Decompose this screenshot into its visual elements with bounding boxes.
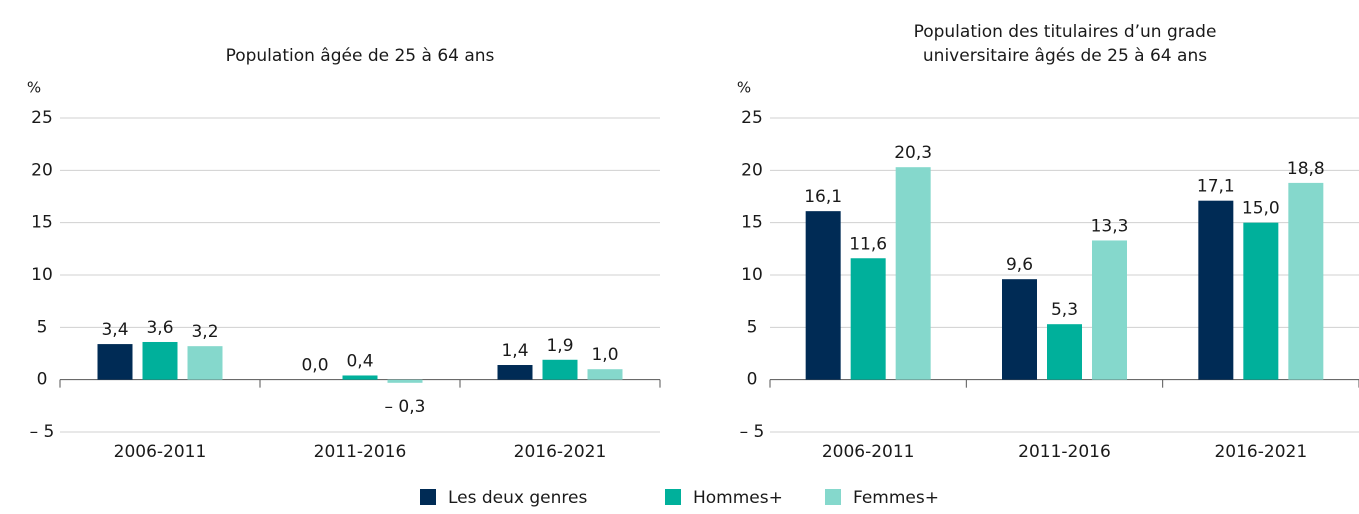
y-tick-label: 0 <box>747 370 758 390</box>
y-tick-label: – 5 <box>30 422 55 442</box>
bar <box>895 167 931 380</box>
x-tick-label: 2006-2011 <box>114 442 207 462</box>
y-tick-label: 15 <box>31 213 53 233</box>
data-label: 3,2 <box>191 322 218 342</box>
data-label: 1,0 <box>591 345 618 365</box>
bar <box>387 379 423 383</box>
legend-label: Hommes+ <box>693 488 783 508</box>
data-label: 13,3 <box>1091 216 1129 236</box>
legend-label: Les deux genres <box>448 488 587 508</box>
data-label: 1,9 <box>546 336 573 356</box>
data-label: 5,3 <box>1051 300 1078 320</box>
legend-swatch <box>420 489 436 505</box>
x-tick-label: 2016-2021 <box>1214 442 1307 462</box>
bar <box>142 341 178 380</box>
y-tick-label: 25 <box>31 108 53 128</box>
x-tick-label: 2011-2016 <box>314 442 407 462</box>
data-label: 0,4 <box>346 351 373 371</box>
data-label: – 0,3 <box>385 397 426 417</box>
y-tick-label: 15 <box>741 213 763 233</box>
y-tick-label: 20 <box>31 160 53 180</box>
bar <box>1288 182 1324 380</box>
bar <box>342 375 378 380</box>
legend-swatch <box>825 489 841 505</box>
y-tick-label: – 5 <box>740 422 765 442</box>
data-label: 18,8 <box>1287 159 1325 179</box>
bar <box>1047 324 1082 380</box>
legend-swatch <box>665 489 681 505</box>
y-tick-label: 10 <box>741 265 763 285</box>
data-label: 15,0 <box>1242 199 1280 219</box>
data-label: 1,4 <box>501 341 528 361</box>
data-label: 0,0 <box>301 356 328 376</box>
data-label: 16,1 <box>804 187 842 207</box>
legend-label: Femmes+ <box>853 488 939 508</box>
bar <box>97 344 133 380</box>
x-tick-label: 2016-2021 <box>514 442 607 462</box>
chart-title: Population des titulaires d’un grade <box>914 22 1217 42</box>
data-label: 20,3 <box>894 143 932 163</box>
data-label: 9,6 <box>1006 255 1033 275</box>
data-label: 17,1 <box>1197 177 1235 197</box>
bar <box>1243 222 1279 380</box>
bar <box>542 359 578 380</box>
data-label: 3,6 <box>146 318 173 338</box>
data-label: 3,4 <box>101 320 128 340</box>
bar <box>587 369 623 380</box>
bar <box>1198 200 1234 380</box>
x-tick-label: 2011-2016 <box>1018 442 1111 462</box>
bar <box>497 365 533 380</box>
bar <box>1002 279 1037 380</box>
y-tick-label: 20 <box>741 160 763 180</box>
y-tick-label: 5 <box>747 317 758 337</box>
bar <box>1092 240 1127 380</box>
y-tick-label: 10 <box>31 265 53 285</box>
y-tick-label: 0 <box>37 370 48 390</box>
y-axis-label: % <box>27 79 41 97</box>
chart-title: Population âgée de 25 à 64 ans <box>226 46 495 66</box>
bar <box>187 346 223 380</box>
y-tick-label: 25 <box>741 108 763 128</box>
data-label: 11,6 <box>849 234 887 254</box>
bar <box>805 211 841 380</box>
x-tick-label: 2006-2011 <box>822 442 915 462</box>
y-axis-label: % <box>737 79 751 97</box>
y-tick-label: 5 <box>37 317 48 337</box>
bar <box>850 258 886 380</box>
chart-title: universitaire âgés de 25 à 64 ans <box>923 46 1207 66</box>
